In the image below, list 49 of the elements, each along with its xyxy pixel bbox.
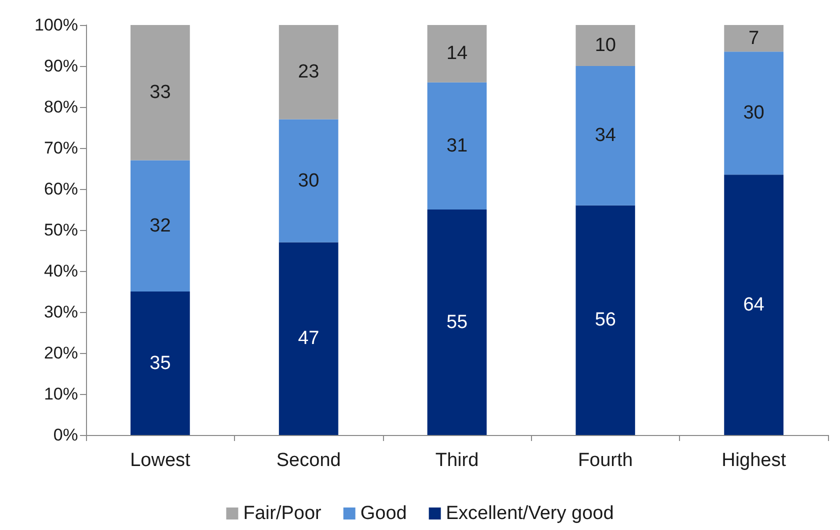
bar [278,25,338,120]
bar [278,242,338,435]
bar [427,82,487,210]
y-tick-label: 0% [53,426,78,444]
x-tick-label: Fourth [578,450,633,471]
x-tick-label: Third [435,450,479,471]
y-tick-label: 100% [34,16,78,34]
y-tick-label: 80% [44,98,78,116]
bar [130,160,190,292]
y-tick-label: 30% [44,302,78,322]
bar [427,25,487,82]
y-tick-label: 90% [44,56,78,76]
data-label: 64 [743,294,765,316]
bar [576,66,636,206]
y-tick-label: 20% [44,344,78,362]
y-tick-label: 10% [44,384,78,404]
bar [724,25,784,52]
bar [724,52,784,175]
data-label: 34 [594,125,616,146]
data-label: 23 [298,62,320,83]
data-label: 30 [298,170,320,192]
y-tick-label: 40% [44,262,78,280]
bar [278,119,338,242]
legend-label: Good [360,503,407,524]
data-label: 56 [594,310,616,331]
data-label: 31 [446,135,468,156]
data-label: 35 [150,352,171,374]
legend-label: Fair/Poor [243,503,322,524]
data-label: 33 [150,82,171,104]
x-tick-label: Second [276,450,341,471]
x-tick-label: Highest [722,450,787,471]
x-tick-label: Lowest [130,450,192,471]
y-tick-label: 60% [44,180,78,198]
data-label: 14 [446,43,468,64]
legend-label: Excellent/Very good [446,503,614,524]
data-label: 30 [743,102,764,124]
bar [130,25,190,160]
data-label: 55 [446,312,468,333]
bar [576,25,636,66]
data-label: 10 [594,35,616,56]
data-label: 7 [748,28,760,49]
data-label: 32 [150,215,171,236]
data-label: 47 [298,328,320,350]
y-tick-label: 50% [44,220,78,240]
bar [130,292,190,435]
bar [576,205,636,435]
y-tick-label: 70% [44,138,78,158]
bar [427,210,487,435]
bar [724,174,784,435]
